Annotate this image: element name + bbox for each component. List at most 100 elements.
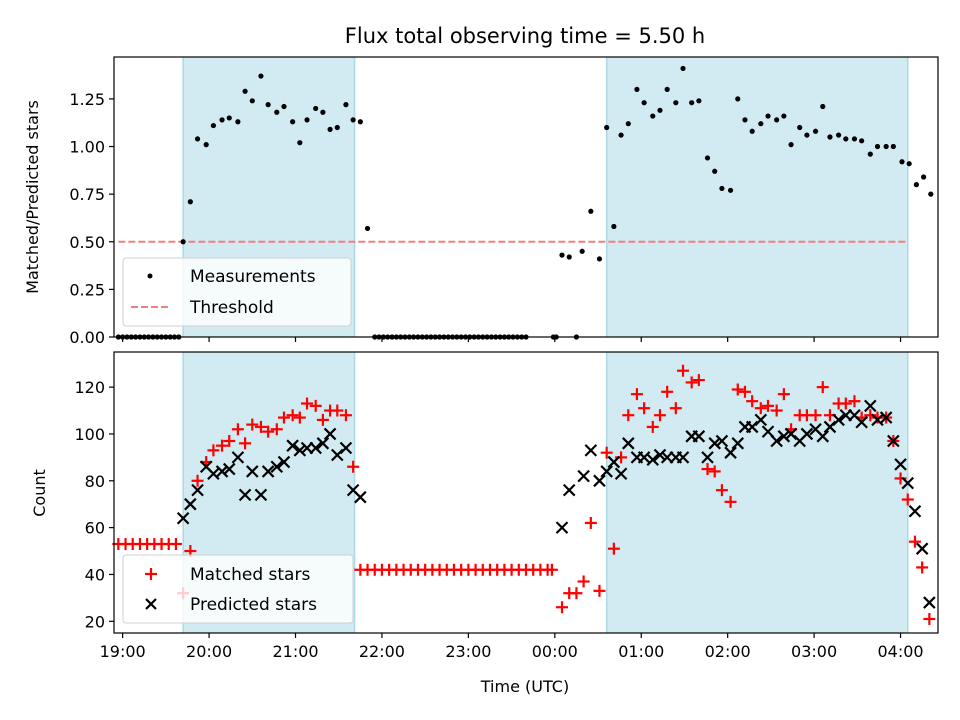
predicted-star-point <box>855 415 868 429</box>
predicted-star-point <box>894 458 907 471</box>
matched-star-point <box>816 381 829 394</box>
predicted-star-point <box>923 596 936 609</box>
bottom-legend-box <box>122 554 354 624</box>
matched-star-point <box>738 385 751 398</box>
measurement-point <box>867 151 873 157</box>
matched-star-point <box>731 383 744 396</box>
x-tick-label: 02:00 <box>705 642 751 661</box>
chart-title: Flux total observing time = 5.50 h <box>345 24 705 48</box>
predicted-star-point <box>879 411 893 424</box>
predicted-star-point <box>555 521 569 534</box>
measurement-point <box>657 107 663 113</box>
measurement-point <box>350 117 356 123</box>
matched-star-point <box>770 404 783 417</box>
measurement-point <box>203 142 209 148</box>
measurement-point <box>820 103 826 110</box>
measurement-point <box>611 223 617 230</box>
matched-star-point <box>191 474 204 487</box>
matched-star-point <box>545 563 558 576</box>
matched-star-point <box>669 402 682 415</box>
x-axis-label: Time (UTC) <box>480 677 569 696</box>
bottom-legend: Matched stars Predicted stars <box>122 554 354 624</box>
measurement-point <box>357 119 363 125</box>
matched-star-point <box>347 460 360 473</box>
measurement-point <box>680 65 686 72</box>
measurement-point <box>258 73 264 79</box>
measurement-point <box>664 86 670 92</box>
predicted-star-point <box>816 430 830 443</box>
predicted-star-point <box>622 437 635 450</box>
bottom-axes-frame <box>113 351 939 634</box>
predicted-star-point <box>908 504 922 518</box>
x-tick-label: 21:00 <box>272 642 318 661</box>
measurement-point <box>313 105 319 112</box>
measurement-point <box>920 174 927 180</box>
measurement-point <box>290 119 296 125</box>
predicted-star-point <box>915 542 929 555</box>
predicted-star-point <box>864 399 877 413</box>
measurement-point <box>249 98 255 104</box>
legend-threshold-label: Threshold <box>189 298 274 318</box>
predicted-star-point <box>309 441 322 455</box>
y-tick-label: 1.00 <box>69 138 105 157</box>
x-tick-label: 00:00 <box>532 642 578 661</box>
measurement-point <box>588 208 594 214</box>
y-tick-label: 80 <box>85 472 105 491</box>
top-legend-box <box>122 257 352 327</box>
predicted-star-point <box>607 455 621 469</box>
legend-measurements-label: Measurements <box>190 267 316 287</box>
matched-star-point <box>584 516 597 529</box>
x-tick-label: 03:00 <box>791 642 837 661</box>
matched-star-point <box>661 385 674 398</box>
matched-star-point <box>762 399 775 412</box>
predicted-star-point <box>246 465 259 478</box>
measurement-point <box>625 121 631 127</box>
matched-star-point <box>207 444 220 457</box>
measurement-point <box>641 100 647 106</box>
measurement-point <box>210 122 216 129</box>
matched-star-point <box>277 411 290 424</box>
legend-predicted-marker <box>145 598 157 610</box>
predicted-star-point <box>277 455 291 469</box>
bottom-x-ticks: 19:00 20:00 21:00 22:00 23:00 00:00 01:00 02:00… <box>100 633 924 661</box>
legend-matched-label: Matched stars <box>190 565 310 585</box>
measurement-point <box>874 143 881 150</box>
predicted-star-point <box>316 437 330 450</box>
matched-star-point <box>301 397 314 410</box>
measurement-point <box>781 113 787 119</box>
matched-star-point <box>316 413 329 426</box>
measurement-point <box>650 113 656 119</box>
matched-star-point <box>286 409 299 422</box>
shaded-interval <box>606 57 908 337</box>
predicted-star-point <box>577 469 590 483</box>
measurement-point <box>673 100 679 106</box>
predicted-star-point <box>724 446 737 459</box>
matched-star-point <box>653 409 666 422</box>
predicted-star-point <box>339 441 353 455</box>
matched-star-point <box>309 399 322 412</box>
x-tick-label: 22:00 <box>359 642 405 661</box>
measurement-point <box>765 113 771 119</box>
measurement-point <box>320 109 326 115</box>
matched-star-point <box>577 575 590 588</box>
matched-star-point <box>169 538 182 551</box>
predicted-star-point <box>354 490 367 504</box>
bottom-y-axis-label: Count <box>30 469 49 517</box>
measurement-point <box>235 119 241 125</box>
y-tick-label: 1.25 <box>69 90 105 109</box>
x-tick-label: 20:00 <box>186 642 232 661</box>
measurement-point <box>689 100 695 106</box>
predicted-star-point <box>231 451 245 464</box>
measurement-point <box>219 117 225 123</box>
top-legend: Measurements Threshold <box>122 257 352 327</box>
measurement-point <box>704 155 711 161</box>
predicted-star-point <box>832 413 845 427</box>
predicted-star-point <box>777 430 791 443</box>
matched-star-point <box>715 484 728 497</box>
matched-star-point <box>685 376 698 389</box>
x-tick-label: 23:00 <box>445 642 491 661</box>
predicted-star-point <box>731 437 745 450</box>
predicted-star-point <box>614 467 628 481</box>
x-tick-label: 01:00 <box>618 642 664 661</box>
measurement-point <box>343 102 349 108</box>
